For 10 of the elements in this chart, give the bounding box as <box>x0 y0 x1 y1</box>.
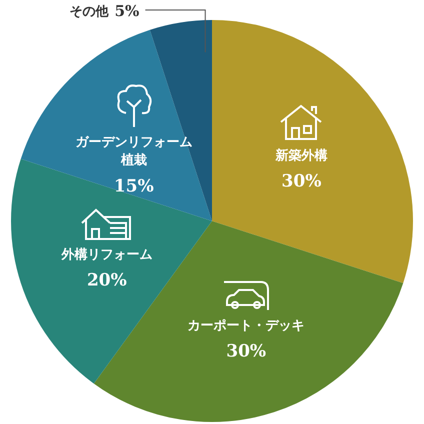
data-label: 20% <box>86 270 127 291</box>
slice-label: 外構リフォーム <box>60 248 152 263</box>
slice-label: カーポート・デッキ <box>188 318 305 334</box>
slice-label: 新築外構 <box>274 147 328 164</box>
data-label: 30% <box>282 171 322 192</box>
slice-label: ガーデンリフォーム植栽 <box>75 135 192 168</box>
data-label: 5% <box>114 2 140 20</box>
data-label: 15% <box>114 176 154 196</box>
slice-label: その他 <box>70 4 110 20</box>
data-label: 30% <box>226 342 266 362</box>
